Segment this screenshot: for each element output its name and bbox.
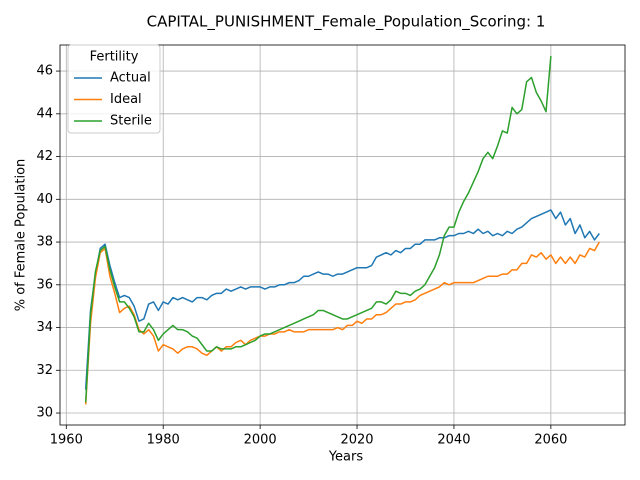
y-axis-label: % of Female Population	[14, 159, 29, 312]
x-axis-label: Years	[328, 450, 364, 465]
y-tick-label: 36	[36, 277, 53, 292]
y-tick-label: 40	[36, 192, 53, 207]
chart-title: CAPITAL_PUNISHMENT_Female_Population_Sco…	[147, 13, 546, 32]
series-line	[84, 56, 552, 403]
y-tick-label: 30	[36, 406, 53, 421]
series-line	[84, 241, 600, 405]
legend-box	[67, 44, 161, 134]
x-tick-label: 1960	[50, 433, 83, 448]
legend-label: Sterile	[110, 114, 152, 129]
y-tick-label: 32	[36, 363, 53, 378]
legend-label: Ideal	[110, 92, 142, 107]
y-tick-label: 42	[36, 149, 53, 164]
x-tick-label: 2060	[534, 433, 567, 448]
x-tick-label: 2020	[340, 433, 373, 448]
legend-label: Actual	[110, 71, 151, 86]
x-tick-label: 2040	[437, 433, 470, 448]
legend-title: Fertility	[90, 50, 139, 65]
y-tick-label: 46	[36, 64, 53, 79]
y-tick-label: 34	[36, 320, 53, 335]
series-line	[84, 209, 600, 390]
x-tick-label: 2000	[244, 433, 277, 448]
plot-frame	[59, 44, 626, 426]
y-tick-label: 44	[36, 106, 53, 121]
y-tick-label: 38	[36, 235, 53, 250]
x-tick-label: 1980	[147, 433, 180, 448]
